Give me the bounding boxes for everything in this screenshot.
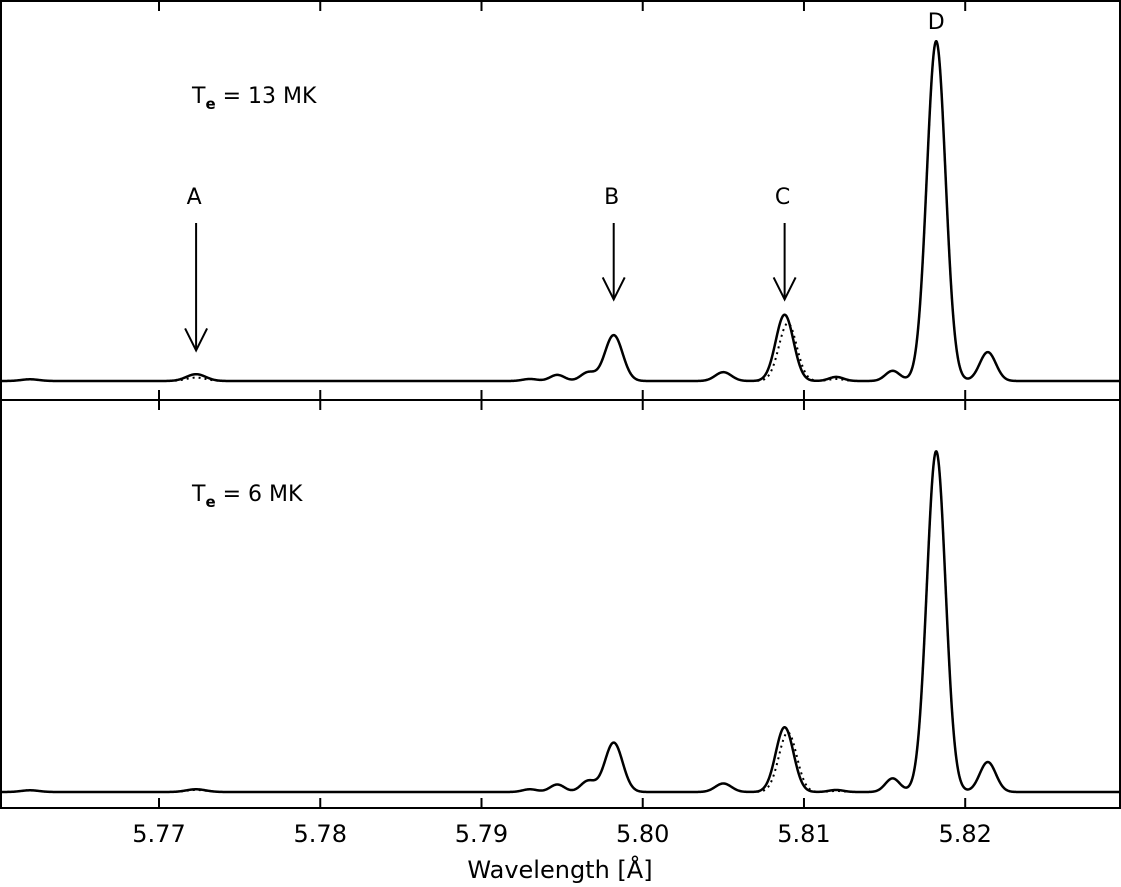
peak-label-d: D: [928, 10, 945, 35]
bottom-panel-solid-spectrum: [0, 450, 1121, 794]
bottom-panel-label-t: T: [191, 482, 206, 507]
bottom-panel-temperature-label: Te = 6 MK: [191, 482, 303, 511]
x-tick-label: 5.78: [294, 820, 347, 848]
top-panel-label-sub: e: [205, 95, 215, 113]
x-tick-label: 5.77: [132, 820, 185, 848]
peak-label-c: C: [775, 185, 790, 210]
x-tick-label: 5.82: [938, 820, 991, 848]
top-panel-temperature-label: Te = 13 MK: [191, 84, 317, 113]
bottom-panel-label-sub: e: [205, 493, 215, 511]
bottom-panel-dotted-spectrum: [1, 450, 1120, 793]
peak-label-a: A: [187, 185, 202, 210]
peak-arrowhead-c: [772, 276, 797, 302]
x-axis-label: Wavelength [Å]: [467, 855, 652, 884]
x-tick-label: 5.79: [455, 820, 508, 848]
top-panel-dotted-spectrum: [1, 40, 1120, 382]
top-panel-annotations: A B C D: [184, 10, 945, 353]
bottom-panel: Te = 6 MK: [0, 399, 1121, 809]
peak-arrowhead-b: [601, 276, 626, 302]
x-tick-label: 5.81: [777, 820, 830, 848]
bottom-panel-ticks: [158, 400, 967, 808]
top-panel-ticks: [158, 1, 967, 400]
top-panel-label-t: T: [191, 84, 206, 109]
top-panel-label-rest: = 13 MK: [216, 84, 317, 109]
bottom-panel-frame: [0, 399, 1121, 809]
bottom-panel-label-rest: = 6 MK: [216, 482, 303, 507]
peak-label-b: B: [604, 185, 619, 210]
peak-arrowhead-a: [184, 327, 208, 353]
x-tick-label: 5.80: [616, 820, 669, 848]
top-panel-frame: [0, 0, 1121, 401]
x-tick-labels: 5.77 5.78 5.79 5.80 5.81 5.82: [132, 820, 992, 848]
top-panel-solid-spectrum: [0, 40, 1121, 383]
top-panel: Te = 13 MK A B C D: [0, 0, 1121, 401]
